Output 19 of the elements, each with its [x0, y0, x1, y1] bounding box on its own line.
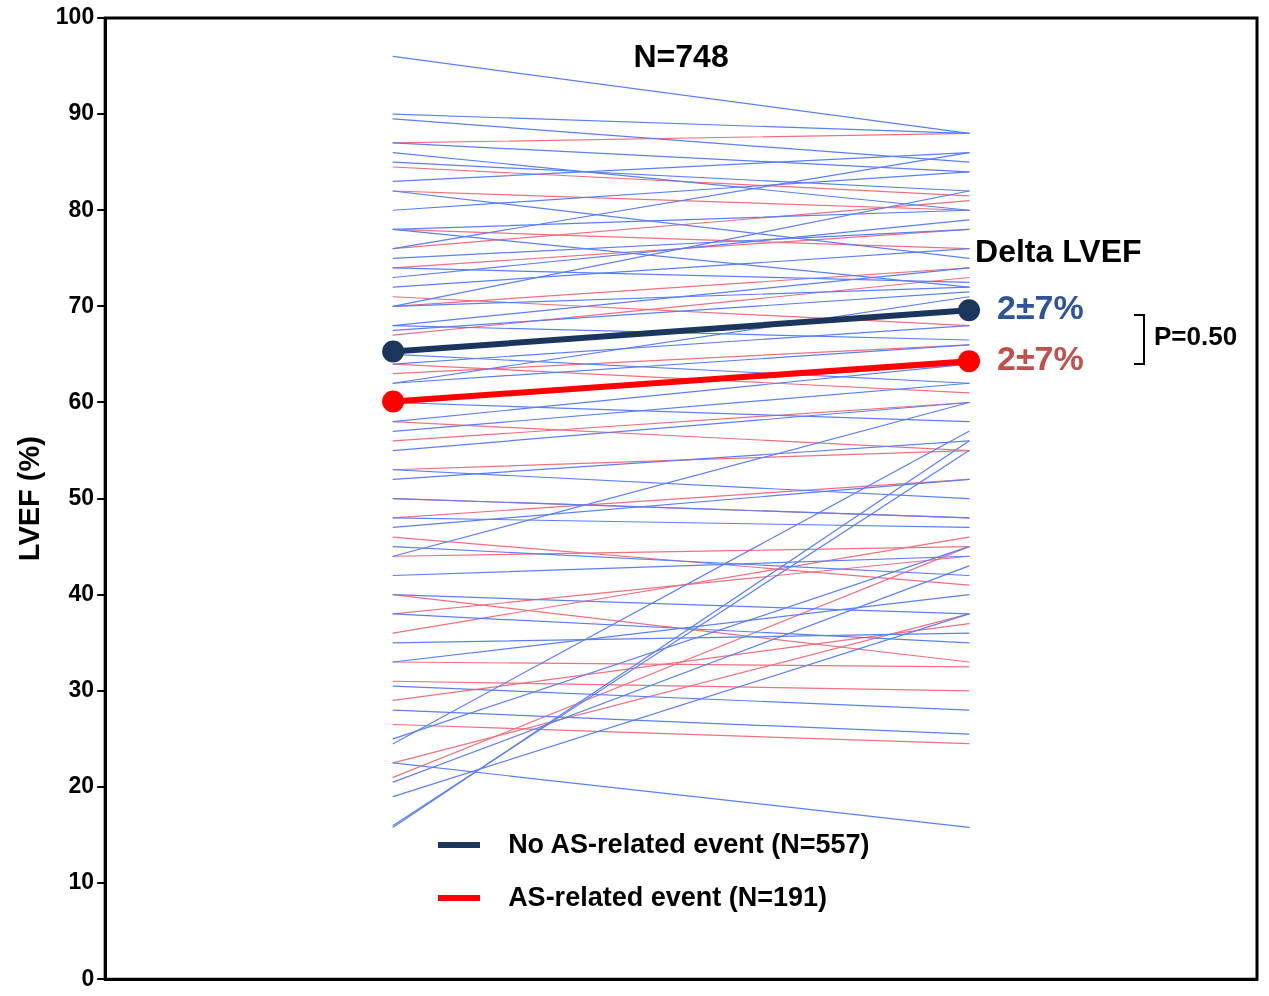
annotation: 2±7%: [997, 339, 1084, 379]
y-tick-label: 100: [55, 3, 95, 30]
y-tick-label: 20: [68, 772, 95, 799]
y-tick-label: 10: [68, 868, 95, 895]
annotation: 2±7%: [997, 288, 1084, 328]
legend-label: AS-related event (N=191): [508, 882, 827, 914]
y-tick-label: 90: [68, 99, 95, 126]
y-tick-label: 80: [68, 195, 95, 222]
annotation: Delta LVEF: [975, 233, 1142, 270]
y-axis-title: LVEF (%): [13, 436, 46, 562]
annotation: N=748: [633, 38, 729, 75]
y-tick-label: 30: [68, 676, 95, 703]
y-tick-label: 70: [68, 291, 95, 318]
y-tick-label: 0: [81, 964, 95, 991]
legend-label: No AS-related event (N=557): [508, 829, 870, 861]
y-tick-label: 60: [68, 387, 95, 414]
annotation: P=0.50: [1154, 320, 1238, 352]
y-tick-label: 40: [68, 580, 95, 607]
y-tick-label: 50: [68, 483, 95, 510]
